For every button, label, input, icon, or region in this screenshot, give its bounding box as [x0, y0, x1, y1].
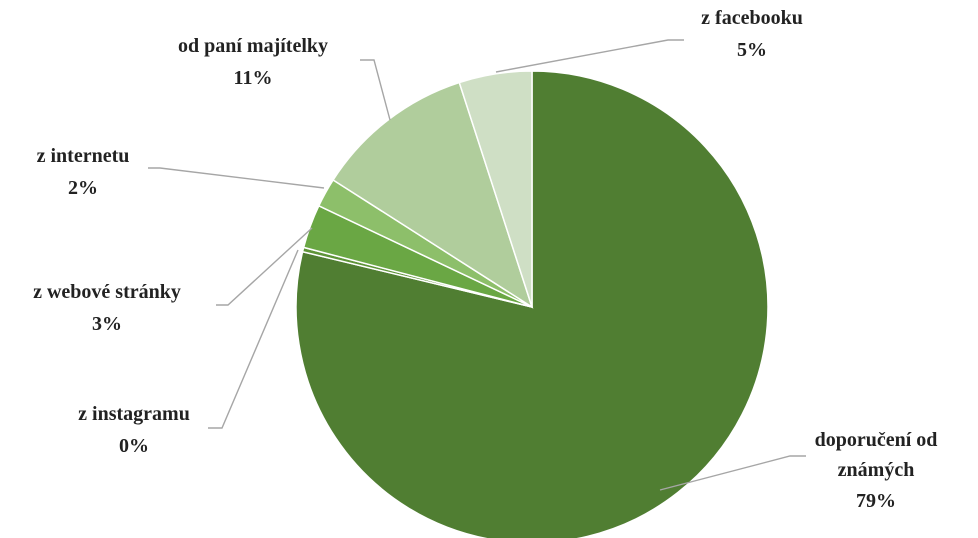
slice-value-label: 0%	[119, 435, 149, 457]
slice-label: doporučení od	[815, 429, 938, 451]
pie-slice	[458, 70, 533, 308]
slice-value-label: 11%	[234, 67, 273, 89]
leader-line	[659, 455, 806, 491]
leader-line	[495, 39, 684, 73]
slice-label: z facebooku	[701, 7, 803, 29]
slice-label: z webové stránky	[33, 281, 181, 303]
leader-line	[148, 167, 325, 189]
leader-line	[216, 227, 313, 306]
slice-value-label: 79%	[856, 490, 896, 512]
slice-label: známých	[838, 459, 915, 481]
slice-label: od paní majítelky	[178, 35, 328, 57]
leader-line	[360, 59, 391, 121]
leader-line	[208, 249, 299, 429]
slice-value-label: 3%	[92, 313, 122, 335]
slice-label: z instagramu	[78, 403, 190, 425]
slice-label: z internetu	[37, 145, 130, 167]
slice-value-label: 2%	[68, 177, 98, 199]
pie-slice	[332, 81, 534, 309]
slice-value-label: 5%	[737, 39, 767, 61]
